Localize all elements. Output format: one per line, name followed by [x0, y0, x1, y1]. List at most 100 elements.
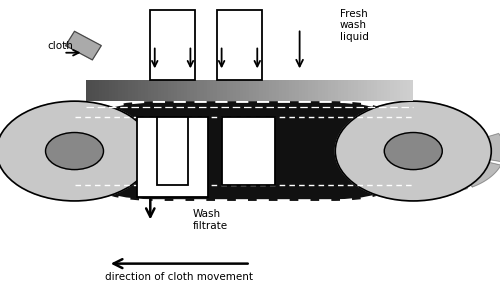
Bar [282, 80, 286, 101]
Bar [226, 80, 230, 101]
Bar [132, 80, 135, 101]
Bar [112, 80, 115, 101]
Bar [387, 80, 390, 101]
Bar [298, 80, 302, 101]
Bar [122, 80, 125, 101]
Bar [216, 80, 220, 101]
Polygon shape [424, 172, 468, 192]
Polygon shape [472, 134, 500, 162]
Bar [233, 80, 236, 101]
Bar [158, 80, 161, 101]
Bar [154, 80, 158, 101]
Text: Fresh
wash
liquid: Fresh wash liquid [340, 9, 368, 42]
Bar [262, 80, 266, 101]
Bar [377, 80, 380, 101]
Bar [374, 80, 377, 101]
Bar [144, 80, 148, 101]
Bar [322, 80, 325, 101]
Bar [318, 80, 322, 101]
Bar [256, 80, 260, 101]
Bar [222, 117, 275, 185]
Bar [99, 80, 102, 101]
Bar [220, 80, 224, 101]
Bar [334, 80, 338, 101]
Bar [125, 80, 128, 101]
Bar [230, 80, 233, 101]
Bar [224, 80, 226, 101]
Bar [250, 80, 252, 101]
Bar [351, 80, 354, 101]
Bar [138, 80, 141, 101]
Bar [332, 80, 334, 101]
Bar [106, 80, 108, 101]
Bar [358, 80, 361, 101]
Text: Wash
filtrate: Wash filtrate [192, 209, 228, 231]
Bar [207, 80, 210, 101]
Bar [308, 80, 312, 101]
Circle shape [0, 101, 152, 201]
Bar [394, 80, 397, 101]
Bar [118, 80, 122, 101]
Bar [252, 80, 256, 101]
Bar [368, 80, 370, 101]
Bar [240, 80, 243, 101]
Bar [364, 80, 368, 101]
Bar [341, 80, 344, 101]
Bar [86, 80, 89, 101]
Bar [92, 80, 96, 101]
Circle shape [384, 133, 442, 170]
Bar [164, 80, 168, 101]
Bar [266, 80, 269, 101]
Bar [315, 80, 318, 101]
Bar [214, 80, 216, 101]
Bar [187, 80, 190, 101]
Bar [289, 80, 292, 101]
Bar [128, 80, 132, 101]
Bar [380, 80, 384, 101]
Bar [246, 80, 250, 101]
Bar [210, 80, 214, 101]
Bar [286, 80, 289, 101]
Bar [236, 80, 240, 101]
Bar [348, 80, 351, 101]
Bar [354, 80, 358, 101]
Bar [204, 80, 207, 101]
Bar [325, 80, 328, 101]
Text: cloth: cloth [48, 40, 74, 51]
Bar [168, 80, 171, 101]
Polygon shape [66, 31, 102, 60]
Bar [370, 80, 374, 101]
Polygon shape [458, 159, 500, 187]
Bar [157, 117, 188, 185]
Bar [390, 80, 394, 101]
Bar [174, 80, 178, 101]
Bar [200, 80, 203, 101]
Bar [338, 80, 341, 101]
Text: direction of cloth movement: direction of cloth movement [106, 272, 254, 282]
Bar [260, 80, 262, 101]
Circle shape [46, 133, 104, 170]
Bar [161, 80, 164, 101]
Bar [180, 80, 184, 101]
Bar [302, 80, 305, 101]
Circle shape [336, 101, 492, 201]
Bar [135, 80, 138, 101]
Bar [243, 80, 246, 101]
Bar [344, 80, 348, 101]
Bar [296, 80, 298, 101]
Bar [148, 80, 151, 101]
Bar [312, 80, 315, 101]
Bar [361, 80, 364, 101]
Bar [178, 80, 180, 101]
Bar [269, 80, 272, 101]
Bar [272, 80, 276, 101]
FancyBboxPatch shape [74, 101, 413, 201]
Bar [151, 80, 154, 101]
Bar [328, 80, 332, 101]
Bar [384, 80, 387, 101]
Bar [217, 10, 262, 80]
Bar [397, 80, 400, 101]
Bar [142, 80, 144, 101]
Bar [96, 80, 99, 101]
Bar [305, 80, 308, 101]
